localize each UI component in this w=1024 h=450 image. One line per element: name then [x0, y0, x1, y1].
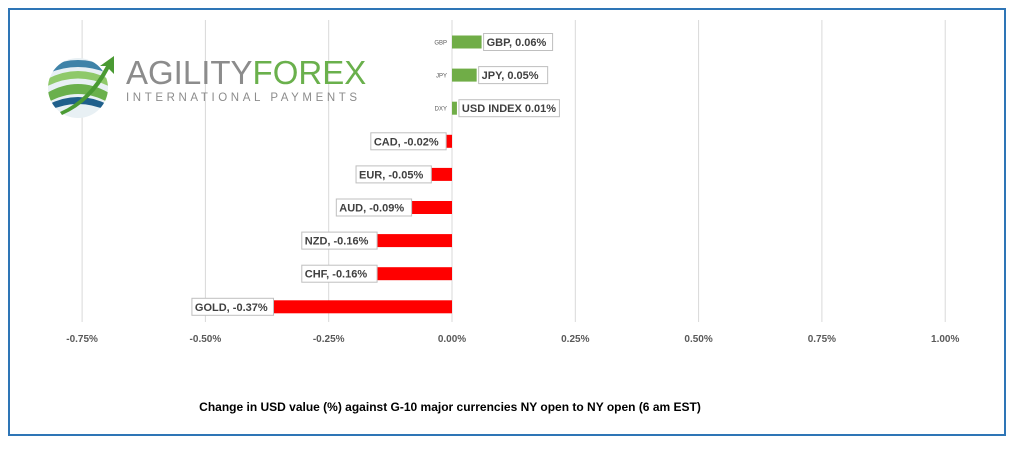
- data-label-box: [301, 264, 378, 283]
- data-label: CAD, -0.02%: [374, 136, 439, 148]
- bar: [452, 35, 482, 49]
- bar: [373, 267, 452, 281]
- x-tick-label: 0.75%: [808, 334, 836, 345]
- data-label-box: [335, 198, 413, 217]
- x-tick-label: 1.00%: [931, 334, 959, 345]
- x-tick-label: -0.50%: [190, 334, 222, 345]
- data-label: GOLD, -0.37%: [195, 302, 268, 314]
- bar: [407, 201, 452, 214]
- data-label-box: [458, 99, 560, 118]
- bar: [373, 234, 452, 248]
- bar: [442, 134, 452, 148]
- category-labels: GBP JPY DXY: [434, 41, 447, 113]
- x-tick-label: -0.25%: [313, 334, 345, 345]
- data-label: EUR, -0.05%: [359, 169, 423, 181]
- data-label: USD INDEX 0.01%: [462, 103, 556, 115]
- data-label-box: [370, 132, 447, 151]
- bar: [269, 300, 452, 314]
- category-label: JPY: [436, 74, 447, 80]
- data-label: NZD, -0.16%: [305, 236, 369, 248]
- data-label-box: [483, 33, 554, 51]
- x-tick-label: 0.50%: [684, 334, 712, 345]
- bars: [269, 35, 482, 314]
- globe-arrow-icon: [48, 56, 114, 118]
- agility-forex-logo: AGILITYFOREX INTERNATIONAL PAYMENTS: [40, 52, 366, 122]
- data-label: JPY, 0.05%: [482, 70, 539, 82]
- data-label-box: [191, 297, 275, 316]
- category-label: DXY: [435, 107, 447, 113]
- bar: [427, 167, 452, 181]
- data-label: CHF, -0.16%: [305, 269, 368, 281]
- data-label-box: [301, 231, 378, 250]
- data-label: GBP, 0.06%: [487, 37, 547, 49]
- logo-subtitle: INTERNATIONAL PAYMENTS: [126, 92, 361, 104]
- data-labels: GBP, 0.06% JPY, 0.05% USD INDEX 0.01% CAD, …: [191, 33, 560, 316]
- x-tick-label: -0.75%: [66, 334, 98, 345]
- bar: [452, 68, 477, 82]
- logo-word-agility: AGILITY: [126, 54, 253, 91]
- category-label: GBP: [434, 41, 447, 47]
- data-label: AUD, -0.09%: [339, 203, 404, 215]
- bar: [452, 101, 457, 115]
- chart-caption: Change in USD value (%) against G-10 maj…: [0, 400, 900, 414]
- caption-text: Change in USD value (%) against G-10 maj…: [199, 400, 701, 414]
- data-label-box: [478, 66, 549, 85]
- x-tick-label: 0.25%: [561, 334, 589, 345]
- x-tick-label: 0.00%: [438, 334, 466, 345]
- logo-word-forex: FOREX: [252, 54, 367, 91]
- data-label-box: [355, 165, 432, 184]
- x-axis-ticks: -1.50%-1.25%-1.00%-0.75%-0.50%-0.25%0.00…: [66, 334, 959, 345]
